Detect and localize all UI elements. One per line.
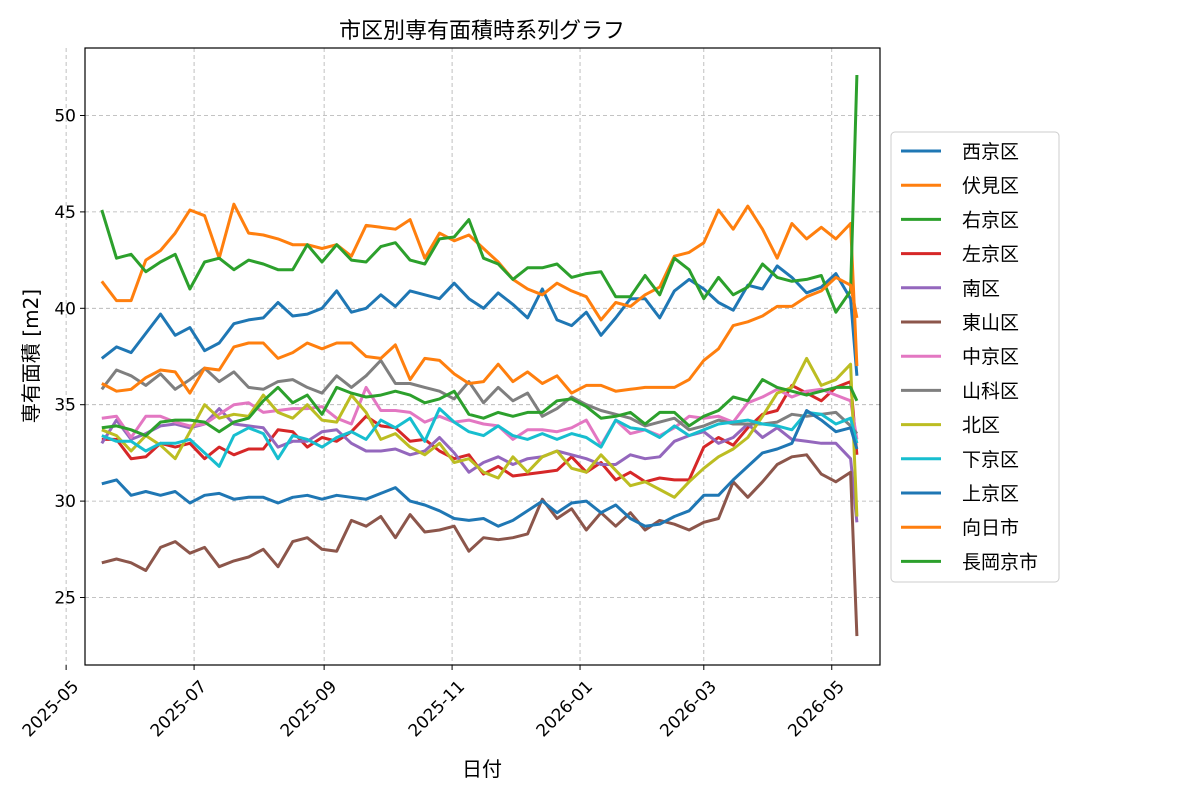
series-line-6 [101,453,859,637]
legend-label: 中京区 [962,346,1019,368]
y-tick-label: 50 [54,106,76,126]
legend-label: 山科区 [962,380,1019,402]
legend-frame [890,131,1060,583]
grid-lines [65,48,880,665]
x-axis-title: 日付 [462,757,502,781]
y-tick-label: 30 [54,492,76,512]
y-tick-label: 45 [54,203,76,223]
series-line-9 [101,356,859,517]
legend-label: 伏見区 [962,175,1019,197]
plot-background [85,48,880,665]
series-line-13 [101,378,859,438]
x-tick-label: 2026-03 [656,677,720,741]
x-tick-label: 2025-09 [277,677,341,741]
legend-label: 向日市 [962,517,1019,539]
legend-label: 上京区 [962,483,1019,505]
series-line-1 [100,264,859,376]
series-line-2 [100,202,859,367]
plot-frame [84,47,881,666]
x-tick-label: 2025-05 [19,677,83,741]
series-line-5 [100,407,859,523]
legend-label: 下京区 [962,449,1019,471]
legend-label: 長岡京市 [962,551,1038,573]
x-tick-label: 2026-05 [784,677,848,741]
series-line-11 [101,409,859,528]
y-tick-label: 40 [54,299,76,319]
x-tick-label: 2026-01 [533,677,597,741]
legend-label: 南区 [962,278,1000,300]
series-line-12 [101,275,859,395]
x-tick-label: 2025-11 [405,677,469,741]
legend-label: 左京区 [962,244,1019,266]
legend-label: 右京区 [962,209,1019,231]
y-tick-label: 25 [54,589,76,609]
series-line-4 [101,380,859,484]
y-tick-label: 35 [54,396,76,416]
x-tick-label: 2025-07 [147,677,211,741]
legend-label: 東山区 [962,312,1019,334]
y-axis-title: 専有面積 [m2] [19,289,43,423]
chart-title: 市区別専有面積時系列グラフ [339,19,625,44]
series-line-8 [100,358,859,435]
series-line-10 [101,407,859,468]
legend-label: 北区 [962,415,1000,437]
series-lines [100,74,859,637]
series-line-7 [101,385,859,447]
series-line-3 [100,74,859,314]
legend-label: 西京区 [962,141,1019,163]
